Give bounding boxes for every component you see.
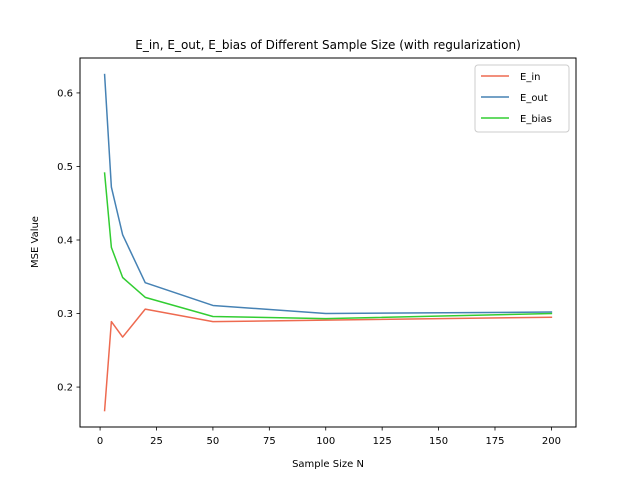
plot-lines [103, 73, 553, 412]
series-line-e-in [103, 308, 553, 412]
series-line-e-out [103, 73, 553, 315]
y-tick-label: 0.6 [57, 88, 73, 99]
y-tick-label: 0.5 [57, 162, 73, 173]
legend-label: E_out [520, 93, 548, 104]
chart-title: E_in, E_out, E_bias of Different Sample … [135, 38, 521, 52]
y-tick-label: 0.4 [57, 235, 73, 246]
legend-label: E_bias [520, 114, 552, 125]
x-tick-label: 0 [97, 436, 103, 447]
y-tick-label: 0.2 [57, 383, 73, 394]
x-tick-label: 200 [542, 436, 561, 447]
y-tick-label: 0.3 [57, 309, 73, 320]
series-line-e-bias [103, 172, 553, 320]
legend-label: E_in [520, 72, 540, 83]
x-axis-label: Sample Size N [292, 459, 364, 470]
plot-frame [79, 57, 577, 428]
x-tick-label: 100 [316, 436, 335, 447]
x-tick-label: 150 [429, 436, 448, 447]
x-tick-label: 75 [263, 436, 276, 447]
y-axis-label: MSE Value [30, 216, 41, 268]
x-axis: 0 25 50 75 100 125 150 175 200 [97, 427, 561, 447]
x-tick-label: 175 [485, 436, 504, 447]
x-tick-label: 125 [373, 436, 392, 447]
legend-box [474, 64, 570, 133]
y-axis: 0.2 0.3 0.4 0.5 0.6 [57, 88, 80, 394]
legend: E_in E_out E_bias [474, 64, 570, 133]
x-tick-label: 50 [207, 436, 220, 447]
x-tick-label: 25 [150, 436, 163, 447]
